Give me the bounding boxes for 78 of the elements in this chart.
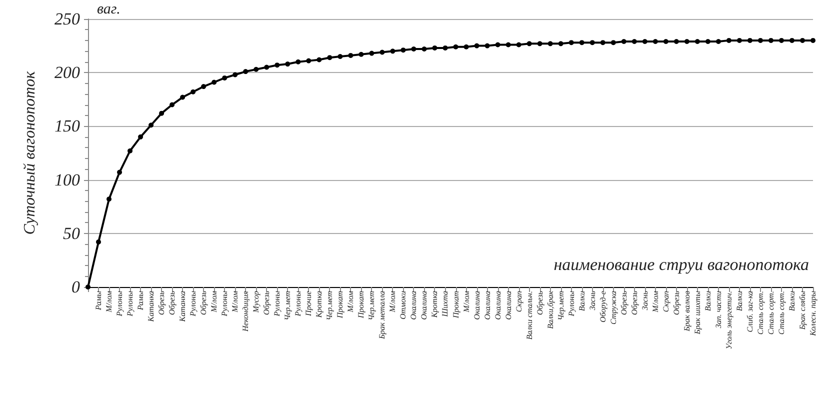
x-tick-label: Обрезь <box>262 290 272 316</box>
x-tick-label: Обрезь <box>168 290 177 316</box>
x-tick-label: М/лом <box>650 291 660 314</box>
x-tick-label: Брак шихты <box>692 290 702 336</box>
x-tick-label: Рулоны <box>115 290 124 318</box>
x-tick-label: Рулоны <box>272 290 282 318</box>
x-tick-label: Отмоки <box>398 291 408 320</box>
x-tick-label: Обрезь <box>535 290 544 316</box>
x-tick-label: М/лом <box>462 291 471 314</box>
x-tick-label: Сталь сорт. <box>756 291 765 335</box>
x-tick-label: М/лом <box>104 291 114 314</box>
x-tick-label: Стружка <box>608 291 618 324</box>
x-tick-label: Обрезь <box>619 290 628 316</box>
x-tick-label: Валки <box>703 291 712 312</box>
x-tick-label: Некондиция <box>241 290 250 332</box>
x-tick-label: Чер.мет <box>283 290 292 320</box>
x-tick-label: Чер.мет <box>556 290 566 320</box>
x-tick-label: Брак валков <box>682 290 692 332</box>
x-tick-label: Валки,брак <box>546 290 555 329</box>
x-tick-label: Прокат <box>356 290 366 320</box>
x-tick-label: Рулоны <box>188 290 198 318</box>
x-tick-label: Брак металла <box>378 291 387 340</box>
y-tick-label: 0 <box>72 278 80 296</box>
y-tick-label: 250 <box>54 10 80 28</box>
x-tick-label: Окалина <box>504 291 513 320</box>
x-tick-label: Брак слябы <box>798 290 807 331</box>
x-tick-label: Зап. части <box>714 291 723 328</box>
x-tick-label: Обрезь <box>157 290 166 316</box>
x-tick-label: Уголь энергетич. <box>724 291 734 350</box>
x-tick-label: Сталь сорт. <box>766 291 776 335</box>
x-tick-label: Сталь сорт. <box>776 291 786 335</box>
x-tick-label: Кротка <box>314 291 324 319</box>
x-tick-label: Заснь <box>588 290 597 310</box>
y-tick-label: 50 <box>63 224 80 243</box>
x-tick-label: Окалина <box>409 291 418 320</box>
x-tick-label: Валки стальн. <box>524 291 534 340</box>
x-tick-label: Заснь <box>640 290 650 310</box>
x-tick-label: Шихта <box>440 291 450 318</box>
x-tick-label: М/лом <box>230 291 240 314</box>
x-tick-label: Обрезь <box>630 290 639 316</box>
x-tick-label: Прочие <box>304 290 314 317</box>
y-tick-label: 100 <box>54 170 80 190</box>
x-tick-label: Валки <box>577 291 586 312</box>
y-tick-label: 200 <box>54 63 80 82</box>
x-tick-label: Окалина <box>472 291 482 320</box>
x-tick-label: Валки <box>787 291 796 312</box>
x-tick-label: Мусор <box>252 291 261 314</box>
x-tick-label: Чер.мет <box>367 290 376 320</box>
x-tick-label: Рамы <box>94 290 104 312</box>
x-tick-label: Катанка <box>178 291 188 323</box>
x-tick-label: Оборуд-е <box>598 290 608 322</box>
x-tick-label: Обрезь <box>672 290 681 316</box>
x-tick-label: Прокат <box>451 290 460 320</box>
text: ваг. <box>97 2 120 18</box>
x-tick-label: Обрезь <box>199 290 208 316</box>
x-tick-label: Рулоны <box>294 290 303 318</box>
y-tick-label: 150 <box>54 116 80 136</box>
x-tick-label: Валки <box>734 291 744 312</box>
x-tick-label: М/лом <box>210 291 219 314</box>
x-tick-label: Окалина <box>493 291 502 320</box>
x-tick-label: Чер.мет <box>325 290 334 320</box>
x-tick-label: М/лом <box>346 291 356 314</box>
x-tick-label: Скрап <box>514 291 524 312</box>
x-tick-label: Окалина <box>420 291 429 320</box>
x-tick-label: Кротка <box>430 291 440 319</box>
x-tick-label: Окалина <box>482 291 492 320</box>
x-tick-label: М/лом <box>388 291 398 314</box>
y-axis-title: Суточный вагонопоток <box>22 70 38 235</box>
x-tick-label: Прокат <box>336 290 345 320</box>
x-tick-label: Катанка <box>146 291 156 323</box>
x-tick-label: Рулоны <box>220 290 230 318</box>
x-tick-label: Рамы <box>136 290 146 312</box>
x-tick-label: Скрап <box>661 291 670 312</box>
x-tick-label: Слиб. заг-ка <box>745 291 754 332</box>
x-tick-label: Колесн. пары <box>808 290 818 337</box>
x-tick-label: Рулоны <box>566 290 576 318</box>
x-axis-title: наименование струи вагонопотока <box>554 255 810 274</box>
x-tick-label: Рулоны <box>126 290 135 318</box>
